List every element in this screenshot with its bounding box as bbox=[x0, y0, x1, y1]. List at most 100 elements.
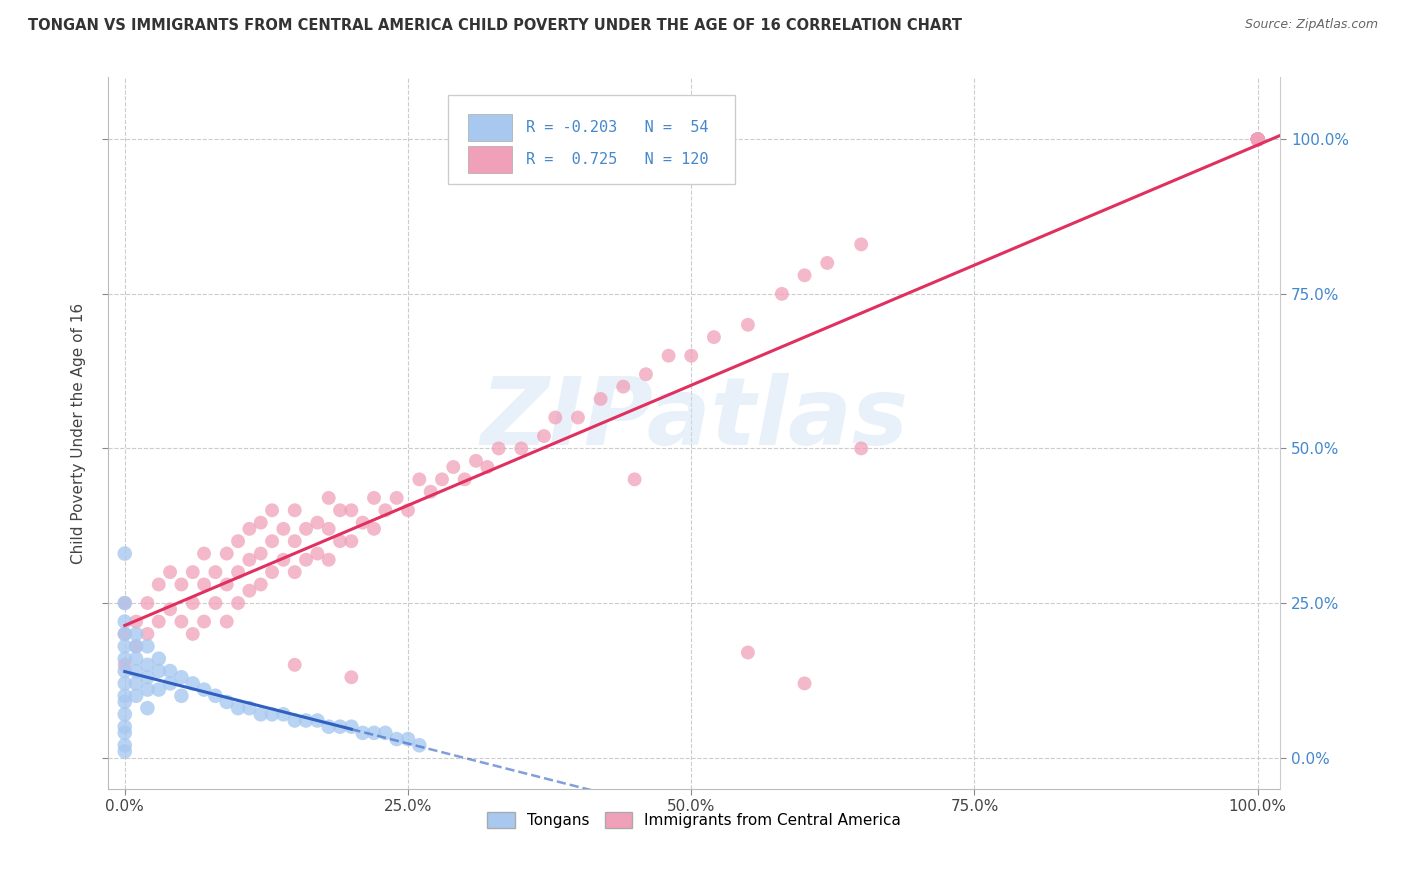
Point bbox=[1247, 132, 1270, 146]
Point bbox=[114, 720, 136, 734]
Point bbox=[148, 682, 170, 697]
Point bbox=[340, 534, 363, 549]
Point bbox=[1247, 132, 1270, 146]
Point bbox=[226, 701, 249, 715]
Point bbox=[215, 615, 238, 629]
Point bbox=[125, 676, 148, 690]
Point bbox=[307, 714, 329, 728]
Legend: Tongans, Immigrants from Central America: Tongans, Immigrants from Central America bbox=[481, 806, 907, 834]
Point bbox=[125, 615, 148, 629]
Point bbox=[215, 695, 238, 709]
Point bbox=[114, 627, 136, 641]
Point bbox=[1247, 132, 1270, 146]
Point bbox=[396, 503, 419, 517]
Point bbox=[148, 615, 170, 629]
Point bbox=[204, 565, 226, 579]
Text: ZIPatlas: ZIPatlas bbox=[479, 373, 908, 465]
Point bbox=[181, 596, 204, 610]
Point bbox=[284, 503, 307, 517]
Point bbox=[1247, 132, 1270, 146]
Point bbox=[1247, 132, 1270, 146]
Point bbox=[1247, 132, 1270, 146]
Point bbox=[136, 657, 159, 672]
Point bbox=[238, 583, 260, 598]
Point bbox=[1247, 132, 1270, 146]
Point bbox=[1247, 132, 1270, 146]
Point bbox=[136, 670, 159, 684]
Point bbox=[193, 547, 215, 561]
Point bbox=[737, 318, 759, 332]
Point bbox=[318, 553, 340, 567]
Point bbox=[284, 534, 307, 549]
Point bbox=[114, 627, 136, 641]
Point bbox=[1247, 132, 1270, 146]
Point bbox=[273, 707, 295, 722]
Point bbox=[238, 701, 260, 715]
Point bbox=[1247, 132, 1270, 146]
Point bbox=[193, 577, 215, 591]
Point bbox=[851, 442, 873, 456]
Point bbox=[159, 676, 181, 690]
Point bbox=[589, 392, 612, 406]
Point bbox=[114, 657, 136, 672]
Point bbox=[385, 491, 408, 505]
Point bbox=[340, 503, 363, 517]
Point bbox=[340, 720, 363, 734]
Point bbox=[114, 596, 136, 610]
Point bbox=[159, 565, 181, 579]
Point bbox=[770, 286, 793, 301]
Point bbox=[226, 534, 249, 549]
Point bbox=[125, 664, 148, 678]
Point bbox=[114, 676, 136, 690]
Point bbox=[658, 349, 681, 363]
Point bbox=[329, 503, 352, 517]
Point bbox=[441, 460, 464, 475]
Point bbox=[419, 484, 441, 499]
Point bbox=[374, 726, 396, 740]
Point bbox=[284, 714, 307, 728]
Point bbox=[544, 410, 567, 425]
Point bbox=[623, 472, 645, 486]
Point bbox=[329, 720, 352, 734]
Point bbox=[329, 534, 352, 549]
Point bbox=[307, 516, 329, 530]
Point bbox=[1247, 132, 1270, 146]
Point bbox=[114, 615, 136, 629]
Point bbox=[510, 442, 533, 456]
Point bbox=[1247, 132, 1270, 146]
Point bbox=[385, 732, 408, 747]
Point bbox=[125, 640, 148, 654]
Point bbox=[215, 577, 238, 591]
Point bbox=[170, 577, 193, 591]
Point bbox=[193, 615, 215, 629]
Point bbox=[125, 627, 148, 641]
Point bbox=[238, 553, 260, 567]
Point bbox=[159, 664, 181, 678]
Point bbox=[681, 349, 703, 363]
Point bbox=[793, 676, 815, 690]
Point bbox=[318, 491, 340, 505]
Point bbox=[204, 596, 226, 610]
Point bbox=[307, 547, 329, 561]
Point bbox=[363, 522, 385, 536]
Point bbox=[136, 682, 159, 697]
Point bbox=[295, 553, 318, 567]
Point bbox=[170, 615, 193, 629]
Point bbox=[612, 379, 634, 393]
Point bbox=[567, 410, 589, 425]
Point bbox=[136, 701, 159, 715]
Point bbox=[1247, 132, 1270, 146]
Point bbox=[1247, 132, 1270, 146]
Point bbox=[181, 627, 204, 641]
Text: Source: ZipAtlas.com: Source: ZipAtlas.com bbox=[1244, 18, 1378, 31]
Point bbox=[114, 596, 136, 610]
Point bbox=[1247, 132, 1270, 146]
Point bbox=[295, 714, 318, 728]
Point bbox=[148, 577, 170, 591]
Point bbox=[238, 522, 260, 536]
Point bbox=[363, 491, 385, 505]
Point bbox=[488, 442, 510, 456]
Point bbox=[793, 268, 815, 283]
Point bbox=[408, 738, 430, 752]
Point bbox=[226, 565, 249, 579]
